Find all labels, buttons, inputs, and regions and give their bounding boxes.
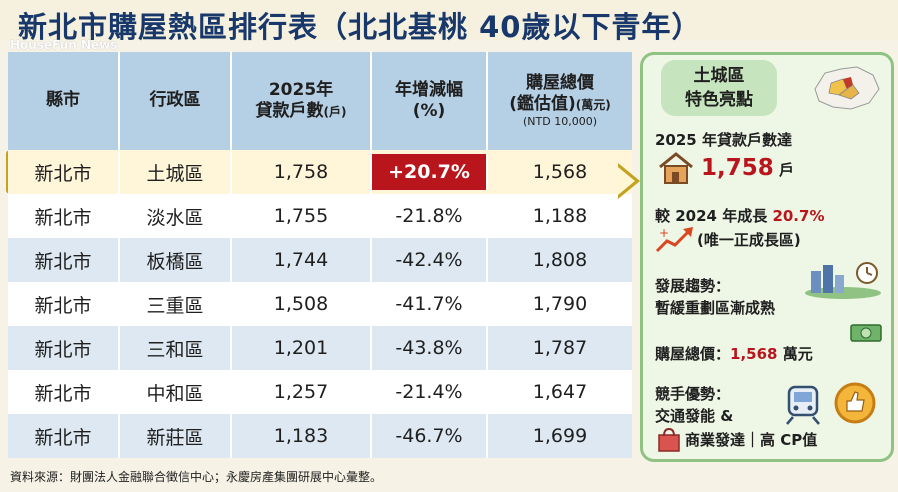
- cell-growth: -46.7%: [372, 414, 488, 458]
- header-price-line3: (NTD 10,000): [523, 115, 597, 129]
- cell-district: 中和區: [120, 370, 232, 414]
- header-growth-line2: (%): [412, 101, 446, 121]
- district-map-icon: [814, 66, 880, 110]
- panel-growth-line: 較 2024 年成長 20.7%: [655, 205, 824, 226]
- table-row: 新北市 三重區 1,508 -41.7% 1,790: [8, 282, 632, 326]
- money-icon: [850, 324, 882, 342]
- cell-loans: 1,758: [232, 150, 372, 194]
- panel-trend-text: 暫緩重劃區漸成熟: [655, 299, 776, 317]
- cell-city: 新北市: [8, 238, 120, 282]
- panel-price-label: 購屋總價：: [655, 345, 731, 363]
- cell-loans: 1,183: [232, 414, 372, 458]
- train-icon: [786, 385, 820, 425]
- cell-district: 淡水區: [120, 194, 232, 238]
- cell-district: 三重區: [120, 282, 232, 326]
- header-district-label: 行政區: [149, 90, 201, 111]
- cell-price: 1,808: [532, 249, 588, 271]
- cell-growth: -41.7%: [372, 282, 488, 326]
- growth-arrow-icon: +: [655, 226, 693, 253]
- header-loans: 2025年 貸款戶數(戶): [232, 52, 372, 150]
- header-growth: 年增減幅 (%): [372, 52, 488, 150]
- thumbs-up-badge-icon: [834, 382, 876, 424]
- cell-growth: -43.8%: [372, 326, 488, 370]
- panel-heading-line2: 特色亮點: [685, 90, 753, 110]
- panel-price-unit: 萬元: [782, 345, 813, 363]
- cell-city: 新北市: [8, 414, 120, 458]
- cell-growth: -42.4%: [372, 238, 488, 282]
- svg-text:+: +: [659, 226, 669, 240]
- watermark: HouseFun News: [10, 38, 118, 52]
- header-loans-line1: 2025年: [268, 79, 334, 100]
- cell-district: 板橋區: [120, 238, 232, 282]
- panel-price-line: 購屋總價：1,568 萬元: [655, 343, 813, 364]
- header-growth-line1: 年增減幅: [395, 79, 463, 100]
- header-loans-line2: 貸款戶數: [255, 101, 324, 121]
- cell-price: 1,568: [532, 161, 588, 183]
- cell-price: 1,647: [532, 381, 588, 403]
- cell-price: 1,790: [532, 293, 588, 315]
- panel-loans-unit: 戶: [779, 161, 795, 179]
- panel-loans-value: 1,758: [701, 155, 774, 181]
- cell-price: 1,699: [532, 425, 588, 447]
- panel-growth-label: 較 2024 年成長: [655, 207, 768, 225]
- cell-district: 新莊區: [120, 414, 232, 458]
- house-icon: [659, 152, 693, 184]
- table-row: 新北市 新莊區 1,183 -46.7% 1,699: [8, 414, 632, 458]
- cell-district: 三和區: [120, 326, 232, 370]
- header-district: 行政區: [120, 52, 232, 150]
- panel-advantage-line1: 交通發能 &: [655, 407, 734, 425]
- cell-city: 新北市: [8, 150, 120, 194]
- header-city-label: 縣市: [46, 90, 80, 111]
- cell-growth: -21.4%: [372, 370, 488, 414]
- shopping-bag-icon: [658, 427, 680, 452]
- cell-growth: +20.7%: [372, 154, 488, 190]
- highlight-panel: 土城區 特色亮點 2025 年貸款戶數達 1,758 戶 較 2024 年成長 …: [640, 52, 894, 462]
- table-header: 縣市 行政區 2025年 貸款戶數(戶) 年增減幅 (%) 購屋總價 (鑑估值)…: [8, 52, 632, 150]
- cell-city: 新北市: [8, 282, 120, 326]
- cell-loans: 1,201: [232, 326, 372, 370]
- panel-price-value: 1,568: [730, 345, 778, 363]
- title-bar: [0, 0, 898, 40]
- panel-growth-value: 20.7%: [772, 207, 825, 225]
- header-loans-unit: (戶): [323, 105, 347, 119]
- page-title: 新北市購屋熱區排行表（北北基桃 40歲以下青年）: [18, 10, 702, 44]
- header-price: 購屋總價 (鑑估值)(萬元) (NTD 10,000): [488, 52, 632, 150]
- panel-advantage-label: 競手優勢：: [655, 385, 731, 403]
- panel-heading: 土城區 特色亮點: [661, 60, 777, 116]
- table-row: 新北市 三和區 1,201 -43.8% 1,787: [8, 326, 632, 370]
- cell-city: 新北市: [8, 326, 120, 370]
- header-price-line2: (鑑估值): [509, 94, 576, 115]
- cell-loans: 1,257: [232, 370, 372, 414]
- panel-loans-label: 2025 年貸款戶數達: [655, 131, 792, 149]
- panel-growth-note: (唯一正成長區): [697, 231, 801, 249]
- highlight-arrow-inner: [618, 167, 635, 195]
- table-row-highlighted: 新北市 土城區 1,758 +20.7% 1,568: [8, 150, 632, 194]
- panel-advantage-line2: 商業發達｜高 CP值: [685, 431, 818, 449]
- cell-price: 1,188: [532, 205, 588, 227]
- panel-trend-label: 發展趨勢：: [655, 277, 731, 295]
- cell-growth: -21.8%: [372, 194, 488, 238]
- cell-loans: 1,755: [232, 194, 372, 238]
- panel-heading-line1: 土城區: [693, 66, 745, 86]
- cell-price: 1,787: [532, 337, 588, 359]
- header-price-line1: 購屋總價: [526, 72, 594, 93]
- cell-loans: 1,744: [232, 238, 372, 282]
- table-row: 新北市 板橋區 1,744 -42.4% 1,808: [8, 238, 632, 282]
- header-price-unit: (萬元): [575, 98, 611, 113]
- panel-loans-value-wrap: 1,758 戶: [701, 155, 794, 181]
- source-note: 資料來源：財團法人金融聯合徵信中心；永慶房產集團研展中心彙整。: [10, 470, 383, 484]
- cell-district: 土城區: [120, 150, 232, 194]
- header-city: 縣市: [8, 52, 120, 150]
- city-development-icon: [805, 262, 881, 299]
- cell-loans: 1,508: [232, 282, 372, 326]
- cell-city: 新北市: [8, 370, 120, 414]
- table-row: 新北市 淡水區 1,755 -21.8% 1,188: [8, 194, 632, 238]
- table-row: 新北市 中和區 1,257 -21.4% 1,647: [8, 370, 632, 414]
- cell-city: 新北市: [8, 194, 120, 238]
